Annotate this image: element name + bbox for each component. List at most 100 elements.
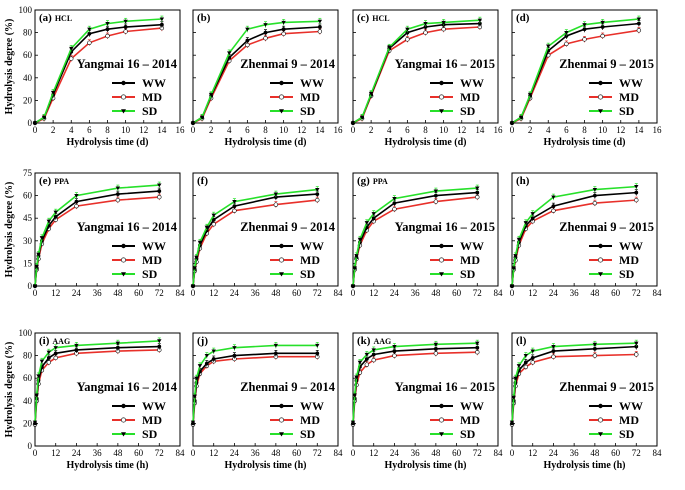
data-point-sd: [197, 364, 203, 368]
data-point-sd: [273, 343, 279, 348]
x-tick-label: 12: [369, 448, 378, 458]
legend-label-md: MD: [460, 253, 480, 267]
data-point-sd: [192, 394, 197, 399]
panel-j: 0 12 24 36 48 60 72 84 Hydrolysis time (h) (j) Zhe…: [191, 332, 343, 471]
data-point-sd: [546, 44, 551, 49]
x-tick-label: 0: [33, 125, 38, 135]
data-point-sd: [634, 184, 639, 189]
data-point-ww: [74, 348, 79, 352]
legend-label-md: MD: [460, 413, 480, 427]
data-point-md: [371, 357, 376, 363]
method-label: AAG: [373, 337, 391, 346]
data-point-ww: [46, 355, 51, 360]
data-point-md: [423, 30, 428, 35]
data-point-sd: [364, 352, 370, 357]
data-point-ww: [53, 214, 58, 219]
x-tick-label: 36: [411, 448, 421, 458]
y-tick-label: 100: [19, 5, 33, 15]
x-tick-label: 48: [271, 448, 281, 458]
data-point-ww: [232, 204, 237, 209]
data-point-sd: [281, 20, 286, 25]
x-tick-label: 6: [87, 125, 92, 135]
x-tick-label: 12: [297, 125, 306, 135]
data-point-sd: [190, 121, 196, 126]
panel-letter: (c): [357, 12, 370, 24]
data-point-sd: [32, 284, 38, 289]
data-point-sd: [475, 341, 480, 346]
x-tick-label: 84: [176, 448, 186, 458]
series-line-md: [511, 199, 637, 287]
legend-marker-sd: [598, 109, 603, 114]
y-tick-label: 80: [23, 28, 33, 38]
data-point-sd: [190, 284, 196, 289]
data-point-sd: [315, 187, 320, 192]
data-point-ww: [433, 346, 438, 351]
data-point-sd: [551, 195, 556, 200]
plot-frame: [192, 172, 339, 287]
data-point-md: [551, 208, 556, 213]
data-point-ww: [232, 353, 237, 358]
legend-marker-ww: [121, 243, 126, 249]
data-point-ww: [364, 357, 369, 361]
data-point-sd: [387, 45, 392, 50]
data-point-sd: [227, 51, 232, 56]
x-tick-label: 2: [51, 125, 56, 135]
legend-label-ww: WW: [460, 239, 484, 253]
data-point-md: [315, 197, 320, 203]
method-label: PPA: [373, 177, 388, 186]
data-point-sd: [392, 344, 397, 349]
data-point-sd: [46, 350, 52, 355]
data-point-sd: [509, 121, 515, 126]
data-point-md: [475, 194, 480, 200]
data-point-ww: [433, 193, 438, 198]
data-point-ww: [592, 193, 597, 198]
data-point-sd: [350, 284, 356, 289]
legend-label-ww: WW: [300, 239, 324, 253]
data-point-ww: [53, 351, 58, 356]
x-tick-label: 0: [191, 448, 196, 458]
legend-marker-md: [438, 94, 444, 100]
legend-marker-ww: [279, 80, 284, 86]
data-point-sd: [371, 212, 376, 216]
data-point-ww: [551, 204, 556, 209]
plot-frame: [352, 172, 499, 287]
legend-label-md: MD: [460, 90, 480, 104]
series-line-sd: [192, 188, 318, 287]
data-point-sd: [433, 342, 439, 347]
series-line-md: [352, 196, 478, 287]
x-axis-title: Hydrolysis time (h): [66, 460, 148, 471]
legend-label-sd: SD: [619, 267, 635, 281]
data-point-md: [123, 29, 128, 34]
legend-marker-ww: [598, 403, 603, 409]
data-point-sd: [354, 254, 359, 259]
legend-label-ww: WW: [300, 76, 324, 90]
x-tick-label: 60: [292, 288, 302, 298]
data-point-sd: [511, 266, 516, 271]
panel-letter: (a): [39, 12, 52, 24]
data-point-sd: [74, 343, 79, 348]
legend-marker-ww: [121, 80, 126, 86]
x-tick-label: 24: [390, 448, 400, 458]
data-point-sd: [192, 266, 197, 271]
data-point-sd: [39, 359, 45, 364]
data-point-sd: [115, 186, 121, 191]
data-point-sd: [317, 19, 323, 24]
x-tick-label: 0: [351, 288, 356, 298]
x-tick-label: 12: [528, 288, 537, 298]
x-tick-label: 60: [611, 288, 621, 298]
legend-marker-md: [121, 257, 127, 263]
data-point-ww: [157, 189, 162, 193]
x-tick-label: 12: [51, 448, 60, 458]
legend-marker-ww: [439, 80, 444, 86]
data-point-sd: [423, 21, 428, 26]
x-tick-label: 6: [564, 125, 569, 135]
legend-marker-md: [597, 94, 603, 100]
data-point-sd: [53, 346, 58, 350]
data-point-ww: [315, 192, 320, 196]
series-line-sd: [352, 187, 478, 287]
x-tick-label: 84: [334, 288, 344, 298]
x-tick-label: 10: [121, 125, 131, 135]
legend-label-sd: SD: [300, 267, 316, 281]
panel-g: 0 12 24 36 48 60 72 84 (g) PPA Yangmai 16 – 2015 WW…: [350, 172, 503, 298]
legend-marker-md: [438, 257, 444, 263]
